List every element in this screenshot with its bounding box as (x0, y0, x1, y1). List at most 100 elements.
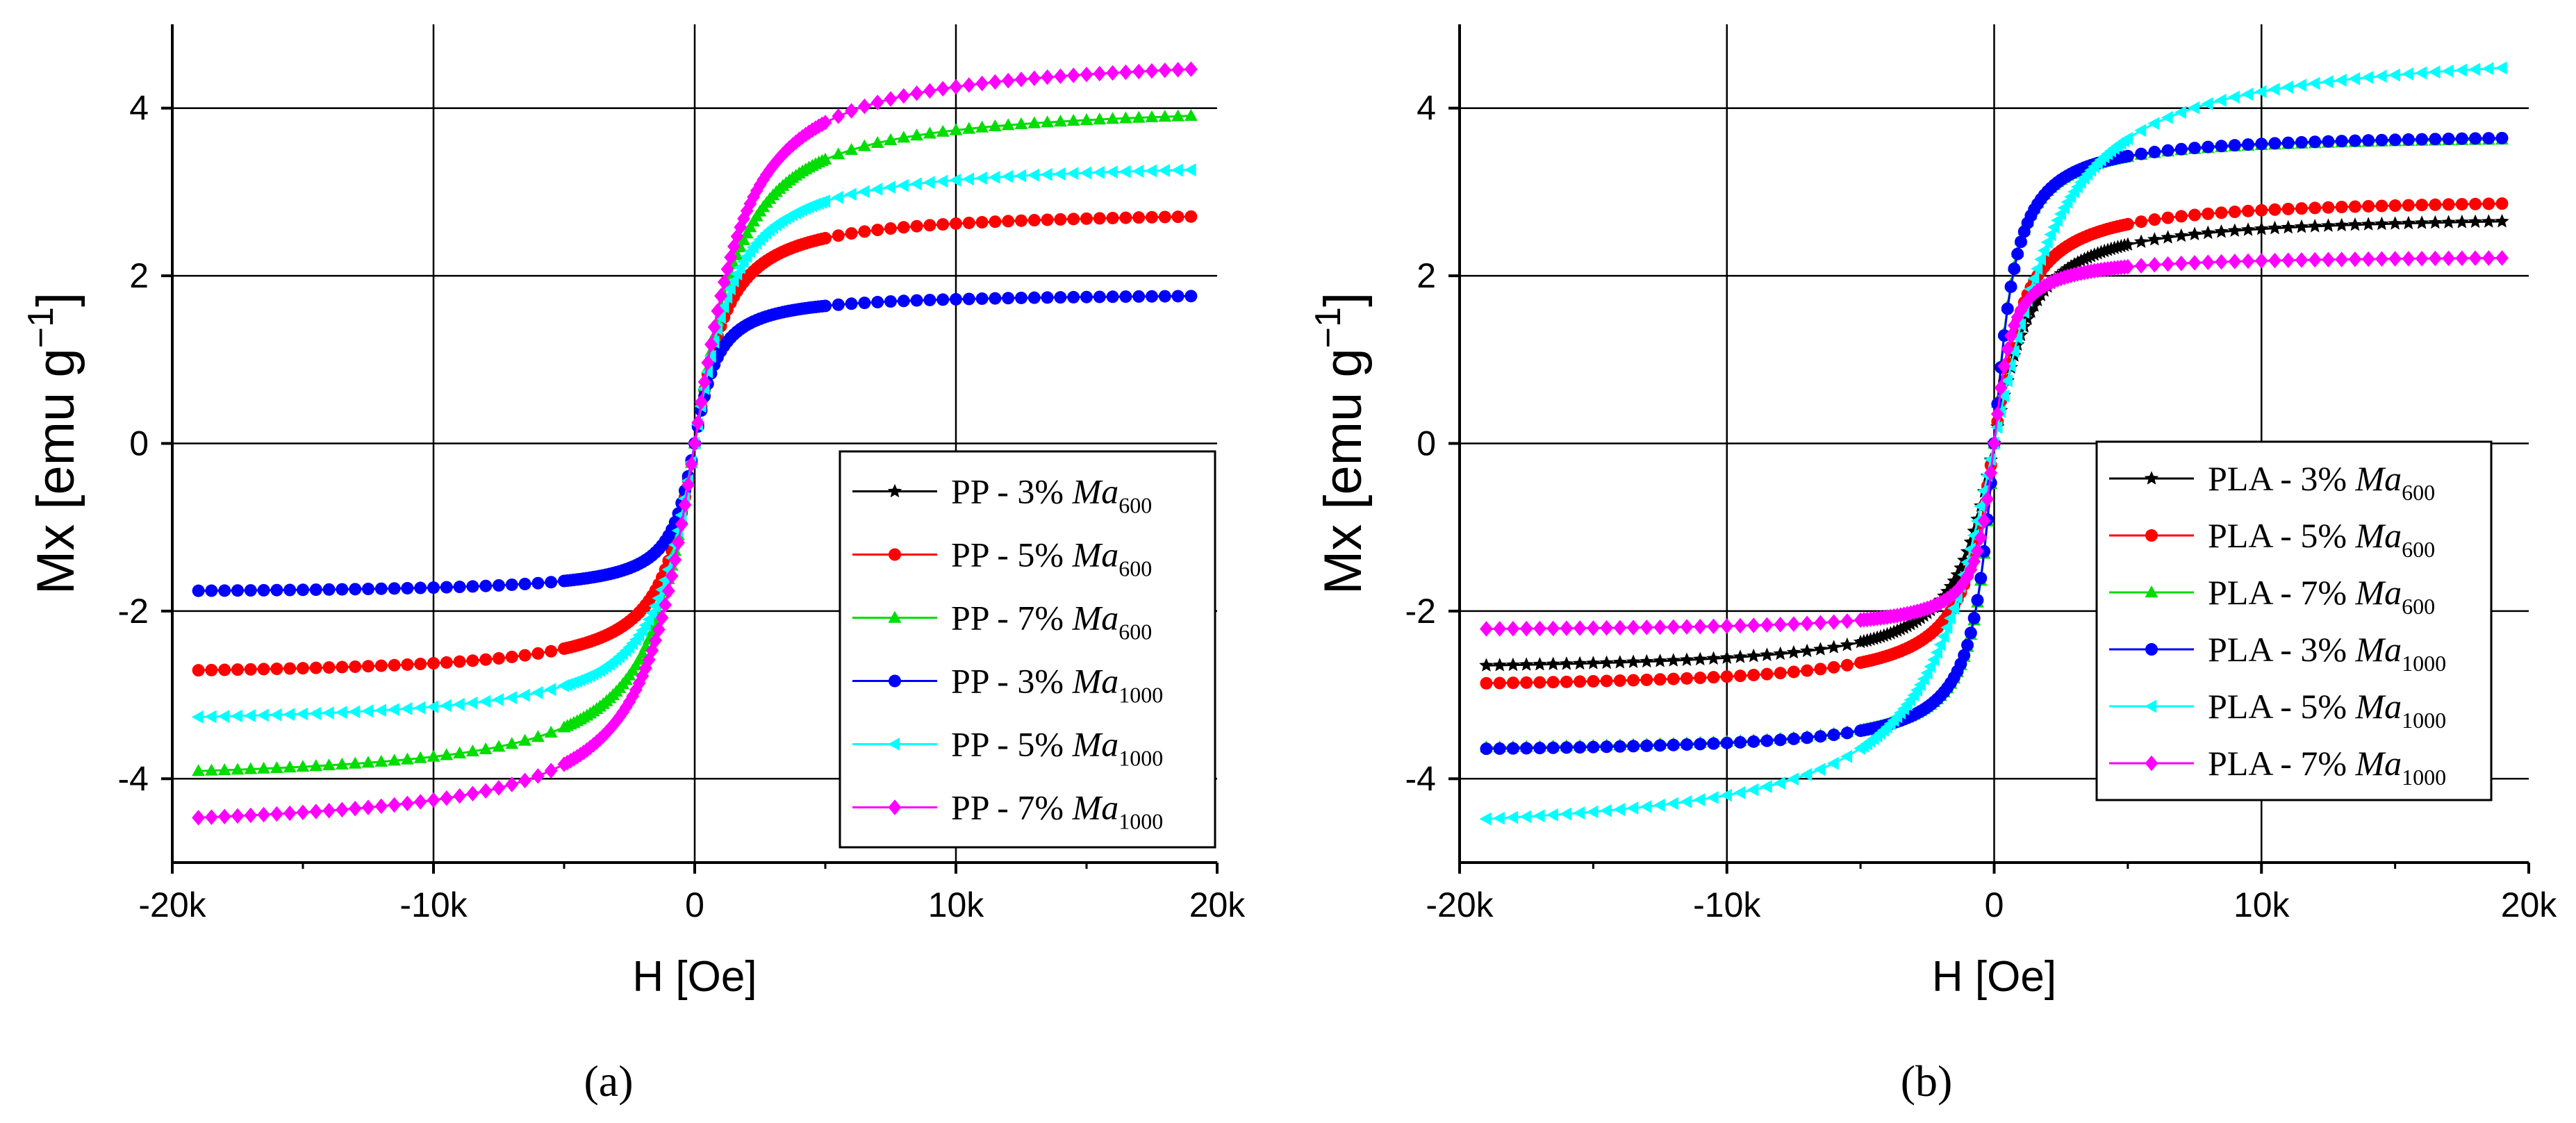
data-point (975, 120, 989, 133)
data-point (1533, 657, 1547, 671)
data-point (2242, 138, 2255, 151)
data-point (2148, 145, 2161, 158)
data-point (479, 579, 493, 592)
data-point (1145, 110, 1159, 122)
data-point (1694, 672, 1707, 685)
data-point (949, 173, 961, 187)
data-point (910, 294, 923, 307)
data-point (936, 218, 950, 231)
data-point (1904, 617, 1918, 631)
data-point (1747, 648, 1761, 663)
data-point (349, 660, 362, 673)
data-point (1027, 291, 1041, 304)
data-point (1627, 740, 1640, 753)
data-point (1944, 611, 1956, 625)
y-tick-label: 4 (129, 89, 149, 128)
data-point (2161, 110, 2173, 124)
data-point (1994, 380, 2008, 396)
data-point (1027, 70, 1041, 86)
chart-panel-b: -20k -10k 0 10k 20k -4 -2 0 2 4 H [Oe] Mx [emu g−1]… (1308, 24, 2557, 1001)
data-point (1132, 290, 1146, 303)
data-point (2268, 220, 2282, 235)
data-point (2402, 199, 2415, 212)
data-point (672, 534, 685, 551)
data-point (1760, 734, 1774, 747)
data-point (2321, 75, 2334, 89)
data-point (720, 261, 734, 277)
x-axis-label: H [Oe] (1932, 953, 2056, 1001)
data-point (2120, 132, 2133, 145)
data-point (257, 806, 271, 823)
data-point (244, 762, 258, 774)
data-point (1719, 788, 1732, 802)
data-point (1733, 617, 1747, 634)
data-point (349, 583, 362, 596)
data-point (2309, 135, 2322, 149)
data-point (832, 147, 845, 160)
data-point (296, 804, 310, 821)
data-point (896, 178, 909, 192)
legend-entry: PP - 7% Ma600 (951, 599, 1152, 644)
data-point (256, 708, 269, 722)
data-point (740, 203, 754, 219)
data-point (949, 123, 963, 135)
data-point (270, 663, 283, 676)
data-point (1840, 749, 1853, 763)
data-point (1586, 656, 1601, 669)
data-point (1118, 111, 1132, 124)
data-point (961, 172, 974, 186)
data-point (1533, 742, 1546, 755)
data-point (1813, 615, 1827, 631)
data-point (2429, 133, 2442, 146)
data-point (322, 758, 336, 771)
data-point (1653, 654, 1667, 667)
data-point (936, 124, 950, 137)
data-point (374, 798, 388, 815)
y-tick-label: 0 (1417, 424, 1436, 463)
data-point (1480, 621, 1493, 637)
data-point (1533, 676, 1546, 689)
data-point (1733, 669, 1747, 683)
data-point (1027, 214, 1041, 227)
data-point (923, 219, 936, 232)
data-point (348, 756, 362, 769)
data-point (387, 703, 399, 717)
data-point (1171, 163, 1183, 177)
legend-entry: PLA - 7% Ma600 (2208, 573, 2435, 619)
data-point (1066, 167, 1079, 181)
legend-entry: PLA - 5% Ma600 (2208, 516, 2435, 562)
data-point (858, 225, 871, 238)
data-point (616, 704, 630, 720)
data-point (1519, 657, 1534, 671)
data-point (2416, 133, 2429, 146)
data-point (704, 336, 718, 353)
data-point (1974, 499, 1986, 513)
data-point (2215, 140, 2228, 153)
legend-entry: PP - 7% Ma1000 (951, 788, 1163, 834)
data-point (1041, 291, 1054, 304)
data-point (244, 584, 257, 597)
data-point (632, 652, 646, 665)
data-point (191, 710, 204, 724)
data-point (757, 172, 770, 188)
data-point (1559, 656, 1574, 670)
data-point (1574, 675, 1587, 688)
data-point (870, 135, 884, 149)
x-tick-label: -10k (399, 885, 468, 924)
data-point (1667, 672, 1680, 685)
data-point (1626, 654, 1641, 668)
data-point (818, 152, 832, 165)
data-point (988, 119, 1002, 131)
data-point (1533, 809, 1545, 823)
data-point (2000, 374, 2013, 388)
data-point (270, 760, 283, 774)
data-point (1014, 117, 1028, 129)
data-point (1970, 514, 1983, 528)
data-point (678, 497, 692, 513)
data-point (2215, 253, 2228, 270)
data-point (217, 710, 230, 723)
data-point (723, 282, 736, 296)
data-point (694, 394, 708, 410)
data-point (897, 88, 911, 104)
data-point (962, 292, 975, 306)
